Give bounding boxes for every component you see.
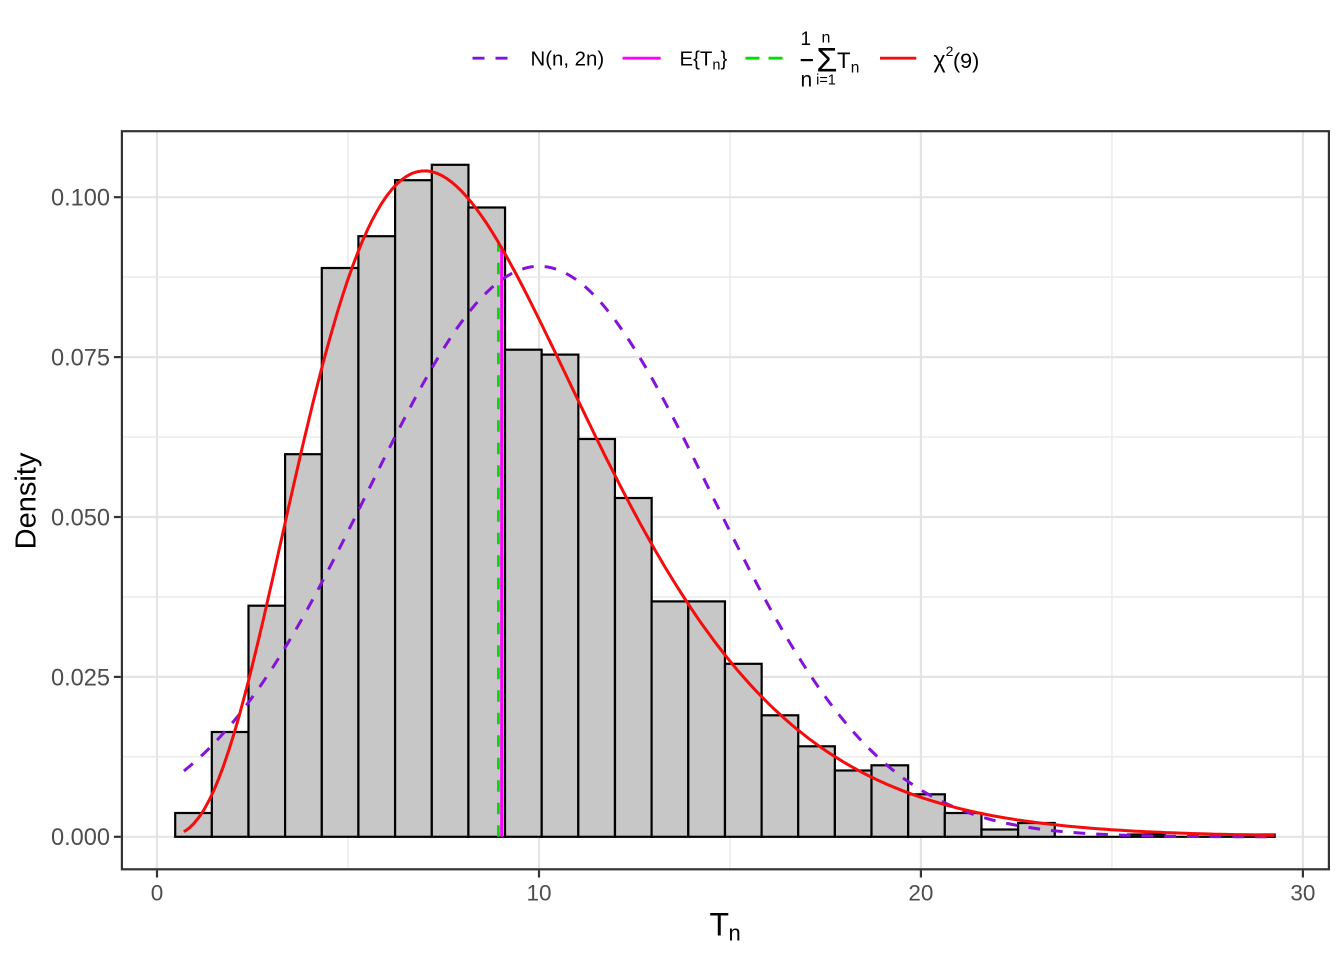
svg-text:0.025: 0.025 bbox=[51, 665, 110, 691]
svg-text:E{Tn}: E{Tn} bbox=[680, 49, 728, 74]
svg-text:0.100: 0.100 bbox=[51, 186, 110, 212]
svg-text:0.075: 0.075 bbox=[51, 346, 110, 372]
svg-text:n: n bbox=[851, 60, 860, 77]
svg-text:(9): (9) bbox=[953, 49, 979, 73]
svg-text:n: n bbox=[729, 920, 741, 945]
svg-text:0: 0 bbox=[151, 881, 164, 906]
svg-text:1: 1 bbox=[801, 29, 812, 50]
svg-text:2: 2 bbox=[946, 43, 954, 59]
svg-text:n: n bbox=[822, 29, 831, 46]
svg-text:N(n, 2n): N(n, 2n) bbox=[531, 49, 605, 71]
svg-text:T: T bbox=[837, 48, 850, 73]
svg-text:20: 20 bbox=[908, 881, 933, 906]
svg-text:0.000: 0.000 bbox=[51, 825, 110, 851]
svg-text:n: n bbox=[800, 68, 812, 91]
svg-text:i=1: i=1 bbox=[816, 72, 836, 88]
svg-text:0.050: 0.050 bbox=[51, 505, 110, 531]
svg-text:χ: χ bbox=[934, 47, 946, 73]
svg-text:Σ: Σ bbox=[816, 41, 837, 79]
svg-text:30: 30 bbox=[1290, 881, 1315, 906]
svg-text:T: T bbox=[710, 907, 730, 943]
svg-text:10: 10 bbox=[526, 881, 551, 906]
svg-text:Density: Density bbox=[11, 452, 43, 549]
